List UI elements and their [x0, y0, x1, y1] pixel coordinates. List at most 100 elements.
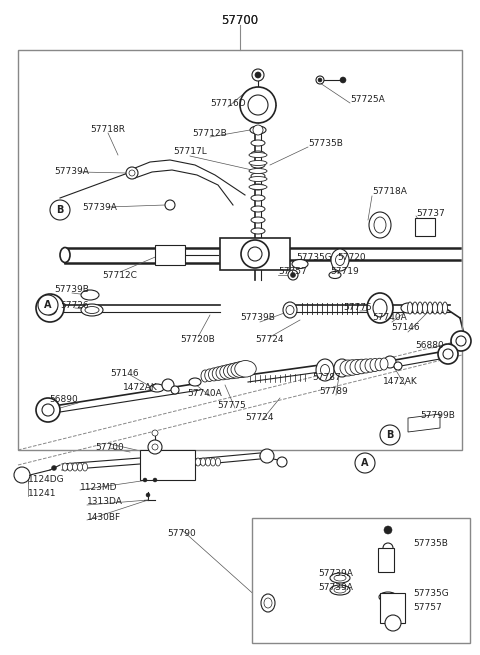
Ellipse shape: [283, 302, 297, 318]
Ellipse shape: [261, 594, 275, 612]
Ellipse shape: [249, 168, 267, 174]
Ellipse shape: [60, 248, 70, 263]
Circle shape: [355, 453, 375, 473]
Text: 56880: 56880: [416, 341, 444, 350]
Text: A: A: [44, 300, 52, 310]
Text: 56890: 56890: [49, 396, 78, 405]
Ellipse shape: [437, 302, 443, 314]
Ellipse shape: [412, 302, 418, 314]
Text: 57739B: 57739B: [240, 314, 276, 322]
Circle shape: [252, 69, 264, 81]
Text: 1123MD: 1123MD: [80, 483, 118, 491]
Text: 57716D: 57716D: [210, 98, 246, 107]
Circle shape: [248, 247, 262, 261]
Circle shape: [384, 608, 392, 616]
Text: 11241: 11241: [28, 489, 57, 498]
Circle shape: [394, 362, 402, 370]
Text: 57720: 57720: [337, 253, 366, 263]
Circle shape: [51, 466, 57, 470]
Ellipse shape: [428, 302, 432, 314]
Text: 57789: 57789: [320, 388, 348, 396]
Text: A: A: [361, 458, 369, 468]
Ellipse shape: [227, 363, 246, 378]
Ellipse shape: [249, 160, 267, 166]
Circle shape: [260, 449, 274, 463]
Circle shape: [340, 77, 346, 83]
Ellipse shape: [251, 151, 265, 157]
Circle shape: [248, 95, 268, 115]
Circle shape: [152, 430, 158, 436]
Text: 57787: 57787: [312, 373, 341, 381]
Ellipse shape: [205, 369, 214, 381]
Ellipse shape: [251, 228, 265, 234]
Bar: [220, 238, 290, 270]
Text: 57740A: 57740A: [188, 388, 222, 398]
Text: 57700: 57700: [221, 14, 259, 26]
Circle shape: [241, 240, 269, 268]
Text: 57146: 57146: [111, 369, 139, 377]
Circle shape: [385, 615, 401, 631]
Text: 57757: 57757: [278, 267, 307, 276]
Ellipse shape: [220, 365, 235, 379]
Bar: [140, 450, 195, 480]
Ellipse shape: [330, 573, 350, 583]
Ellipse shape: [330, 585, 350, 595]
Ellipse shape: [62, 463, 68, 471]
Text: 57737: 57737: [416, 208, 445, 217]
Circle shape: [290, 272, 296, 278]
Circle shape: [438, 344, 458, 364]
Ellipse shape: [360, 359, 372, 373]
Ellipse shape: [345, 360, 360, 375]
Circle shape: [277, 457, 287, 467]
Ellipse shape: [336, 255, 345, 265]
Text: 57724: 57724: [256, 335, 284, 345]
Ellipse shape: [355, 359, 368, 374]
Text: 1124DG: 1124DG: [28, 476, 65, 485]
Circle shape: [383, 543, 393, 553]
Ellipse shape: [251, 184, 265, 190]
Ellipse shape: [374, 217, 386, 233]
Text: 57757: 57757: [413, 603, 442, 612]
Text: 1430BF: 1430BF: [87, 512, 121, 521]
Circle shape: [43, 301, 57, 315]
Ellipse shape: [205, 458, 211, 466]
Ellipse shape: [379, 592, 397, 602]
Ellipse shape: [321, 364, 329, 375]
Ellipse shape: [292, 259, 308, 269]
Circle shape: [38, 295, 58, 315]
Text: 57712C: 57712C: [103, 271, 137, 280]
Ellipse shape: [235, 360, 256, 377]
Ellipse shape: [375, 358, 384, 371]
Circle shape: [50, 200, 70, 220]
Text: 57799B: 57799B: [420, 411, 455, 419]
Ellipse shape: [251, 217, 265, 223]
Circle shape: [443, 349, 453, 359]
Ellipse shape: [426, 305, 438, 312]
Ellipse shape: [251, 140, 265, 146]
Text: 57735B: 57735B: [308, 138, 343, 147]
Ellipse shape: [432, 302, 437, 314]
Ellipse shape: [72, 463, 77, 471]
Ellipse shape: [249, 185, 267, 189]
Ellipse shape: [189, 378, 201, 386]
Ellipse shape: [201, 370, 209, 382]
Ellipse shape: [250, 126, 266, 134]
Ellipse shape: [251, 195, 265, 201]
Ellipse shape: [251, 162, 265, 168]
Circle shape: [148, 440, 162, 454]
Ellipse shape: [81, 290, 99, 300]
Ellipse shape: [316, 359, 334, 381]
Text: 57735B: 57735B: [413, 538, 448, 548]
Ellipse shape: [249, 153, 267, 157]
Ellipse shape: [408, 302, 412, 314]
Ellipse shape: [212, 367, 225, 381]
Circle shape: [129, 170, 135, 176]
Text: 57739B: 57739B: [55, 286, 89, 295]
Ellipse shape: [216, 365, 230, 380]
Text: 57720B: 57720B: [180, 335, 216, 345]
Text: 57775: 57775: [217, 400, 246, 409]
Ellipse shape: [370, 358, 380, 371]
Text: 57718R: 57718R: [91, 126, 125, 134]
Ellipse shape: [367, 293, 393, 323]
Circle shape: [240, 87, 276, 123]
